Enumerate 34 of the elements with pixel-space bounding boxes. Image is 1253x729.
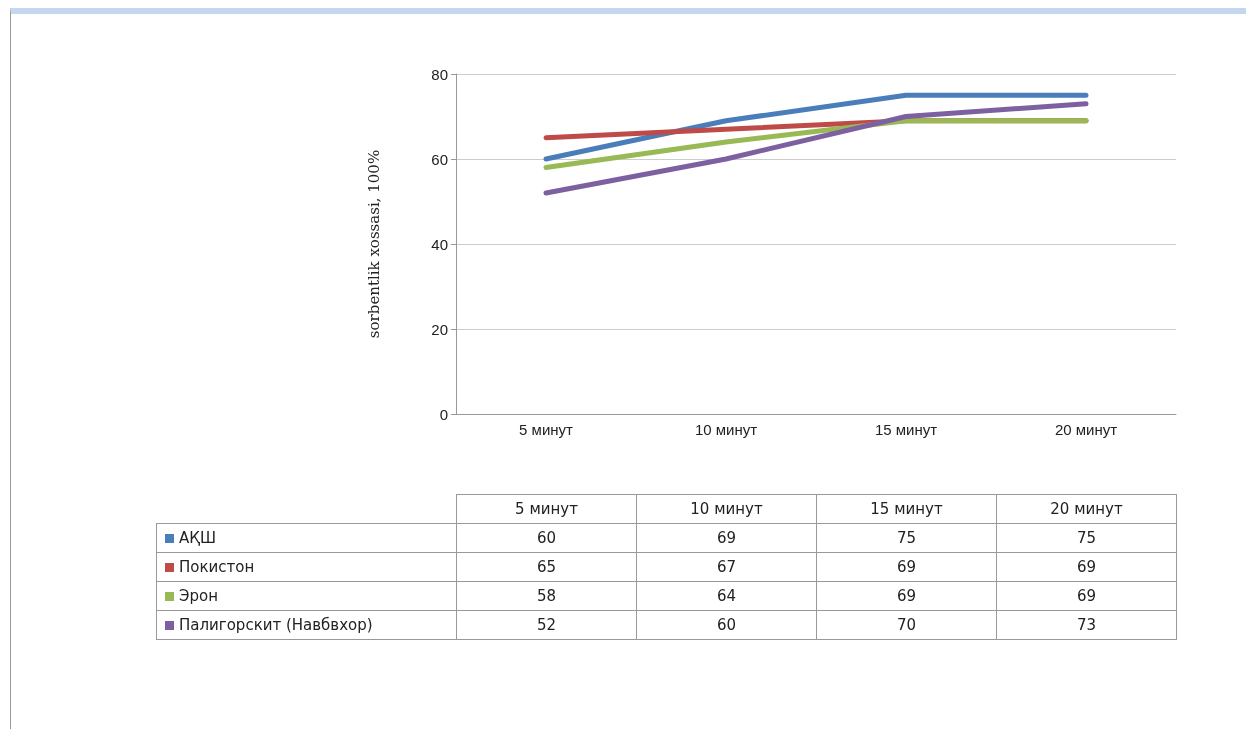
y-tick-label: 40 xyxy=(431,235,448,253)
data-label: 60 xyxy=(636,610,817,640)
category-label: 20 минут xyxy=(1050,500,1123,518)
category-label: 15 минут xyxy=(870,500,943,518)
data-label: 60 xyxy=(456,523,637,553)
category-label: 5 минут xyxy=(515,500,578,518)
data-label: 64 xyxy=(636,581,817,611)
legend-label: Покистон xyxy=(156,552,457,582)
y-tick-label: 20 xyxy=(431,320,448,338)
y-tick-label: 60 xyxy=(431,150,448,168)
data-label: 69 xyxy=(816,581,997,611)
data-label: 75 xyxy=(996,523,1177,553)
x-tick-label: 5 минут xyxy=(519,421,574,438)
x-tick-label: 20 минут xyxy=(1054,421,1118,438)
data-label: 69 xyxy=(996,581,1177,611)
data-label: 58 xyxy=(456,581,637,611)
y-tick-label: 80 xyxy=(431,65,448,83)
category-label: 10 минут xyxy=(690,500,763,518)
x-tick-label: 10 минут xyxy=(694,421,758,438)
data-label: 75 xyxy=(816,523,997,553)
y-axis-title: sorbentlik xossasi, 100% xyxy=(364,149,383,339)
data-label: 69 xyxy=(816,552,997,582)
data-label: 67 xyxy=(636,552,817,582)
y-tick-label: 0 xyxy=(439,405,448,423)
legend-label: АҚШ xyxy=(156,523,457,553)
data-label: 52 xyxy=(456,610,637,640)
data-label: 69 xyxy=(996,552,1177,582)
x-tick-label: 15 минут xyxy=(874,421,938,438)
data-label: 65 xyxy=(456,552,637,582)
legend-label: Палигорскит (Навбвхор) xyxy=(156,610,457,640)
data-label: 73 xyxy=(996,610,1177,640)
legend-label: Эрон xyxy=(156,581,457,611)
data-label: 69 xyxy=(636,523,817,553)
data-label: 70 xyxy=(816,610,997,640)
